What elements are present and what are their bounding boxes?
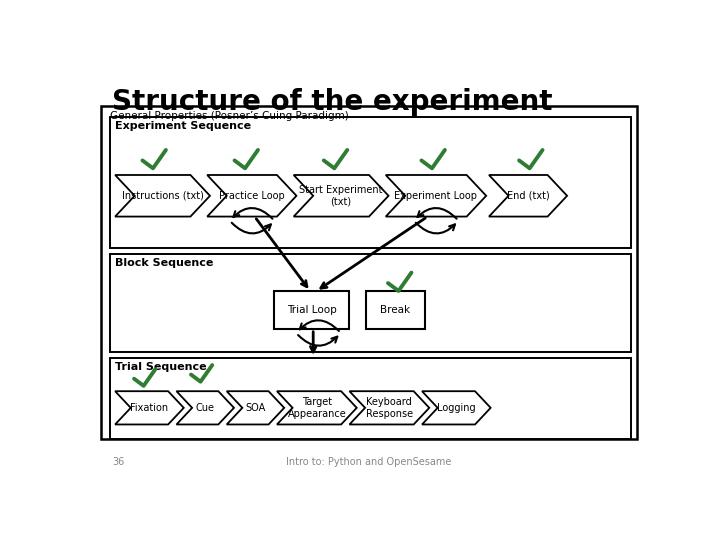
Polygon shape — [489, 175, 567, 217]
Polygon shape — [176, 391, 234, 424]
Text: Experiment Sequence: Experiment Sequence — [115, 121, 251, 131]
Polygon shape — [386, 175, 486, 217]
Text: Cue: Cue — [196, 403, 215, 413]
Text: General Properties (Posner’s Cuing Paradigm): General Properties (Posner’s Cuing Parad… — [109, 111, 348, 120]
FancyBboxPatch shape — [109, 117, 631, 248]
Text: Break: Break — [380, 305, 410, 315]
Text: Structure of the experiment: Structure of the experiment — [112, 87, 553, 116]
Text: Logging: Logging — [437, 403, 476, 413]
Polygon shape — [277, 391, 356, 424]
Text: Keyboard
Response: Keyboard Response — [366, 397, 413, 418]
Polygon shape — [207, 175, 297, 217]
Polygon shape — [422, 391, 490, 424]
Text: Instructions (txt): Instructions (txt) — [122, 191, 204, 201]
Text: Fixation: Fixation — [130, 403, 168, 413]
Polygon shape — [349, 391, 429, 424]
Text: Start Experiment
(txt): Start Experiment (txt) — [300, 185, 383, 207]
FancyBboxPatch shape — [274, 292, 349, 329]
Polygon shape — [227, 391, 284, 424]
Text: Trial Sequence: Trial Sequence — [115, 362, 207, 372]
FancyBboxPatch shape — [109, 358, 631, 439]
Polygon shape — [115, 391, 184, 424]
FancyBboxPatch shape — [109, 254, 631, 352]
Text: End (txt): End (txt) — [507, 191, 549, 201]
Text: Experiment Loop: Experiment Loop — [395, 191, 477, 201]
Text: Trial Loop: Trial Loop — [287, 305, 337, 315]
Text: Intro to: Python and OpenSesame: Intro to: Python and OpenSesame — [287, 457, 451, 467]
Polygon shape — [115, 175, 210, 217]
Text: 36: 36 — [112, 457, 125, 467]
Text: Practice Loop: Practice Loop — [219, 191, 284, 201]
Polygon shape — [294, 175, 389, 217]
FancyBboxPatch shape — [101, 106, 637, 439]
Text: Block Sequence: Block Sequence — [115, 258, 214, 268]
Text: SOA: SOA — [246, 403, 266, 413]
Text: Target
Appearance: Target Appearance — [287, 397, 346, 418]
FancyBboxPatch shape — [366, 292, 425, 329]
